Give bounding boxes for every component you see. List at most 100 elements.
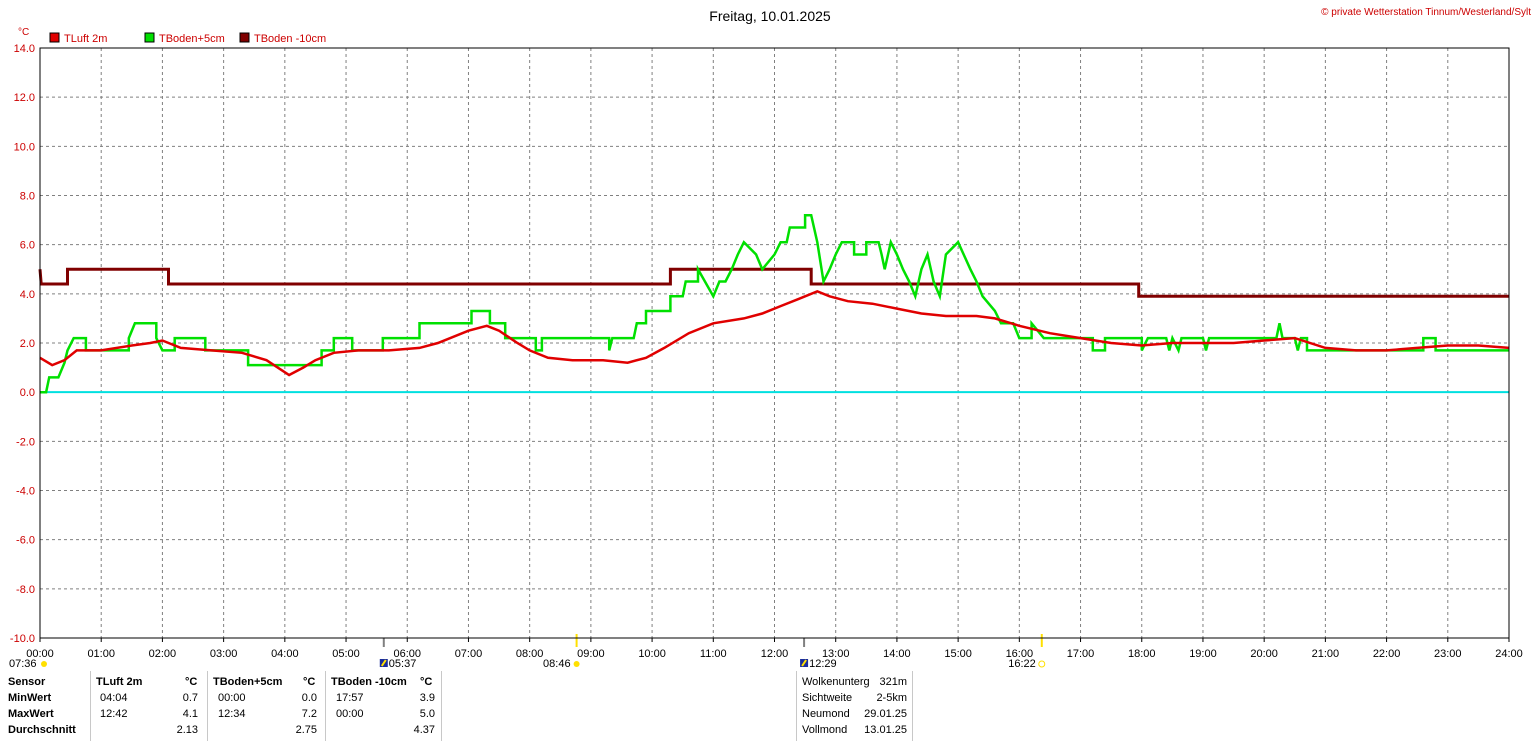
row-label-max: MaxWert [8,708,54,720]
x-tick-label: 22:00 [1373,648,1401,660]
info-value-visibility: 2-5km [876,692,907,704]
x-tick-label: 01:00 [87,648,115,660]
info-value-full-moon: 13.01.25 [864,724,907,736]
temperature-chart: Freitag, 10.01.2025 © private Wetterstat… [9,7,1531,669]
moon-glyph [380,659,387,667]
tboden10-min-value: 3.9 [419,692,435,704]
series-layer [38,213,1510,394]
x-tick-label: 21:00 [1312,648,1340,660]
col-unit-tboden10: °C [420,676,433,688]
info-label-cloud-base: Wolkenunterg [802,676,870,688]
x-tick-label: 10:00 [638,648,666,660]
y-tick-label: 4.0 [20,289,35,301]
tluft-max-value: 4.1 [182,708,198,720]
col-header-tboden5: TBoden+5cm [213,676,283,688]
y-tick-label: -10.0 [10,633,35,645]
divider [325,671,326,741]
x-tick-label: 03:00 [210,648,238,660]
row-label-min: MinWert [8,692,52,704]
x-tick-label: 00:00 [26,648,54,660]
col-header-tboden10: TBoden -10cm [331,676,407,688]
start-time-label: 07:36 [9,658,37,669]
grid [40,48,1509,638]
copyright-label: © private Wetterstation Tinnum/Westerlan… [1321,7,1531,18]
sunrise-time-label: 08:46 [543,658,571,669]
tboden10-min-time: 17:57 [336,692,364,704]
legend-label: TLuft 2m [64,33,107,45]
x-tick-label: 17:00 [1067,648,1095,660]
tluft-min-value: 0.7 [182,692,198,704]
tboden10-max-value: 5.0 [419,708,435,720]
legend-swatch [144,32,155,43]
x-tick-label: 05:00 [332,648,360,660]
x-tick-label: 04:00 [271,648,299,660]
x-tick-label: 12:00 [761,648,789,660]
x-tick-label: 24:00 [1495,648,1523,660]
col-unit-tboden5: °C [303,676,316,688]
x-tick-label: 08:00 [516,648,544,660]
y-tick-label: 0.0 [20,387,35,399]
tluft-avg-value: 2.13 [176,724,198,736]
moonset-time-label: 05:37 [389,658,417,669]
legend: TLuft 2m TBoden+5cm TBoden -10cm [49,32,326,45]
x-tick-label: 06:00 [393,648,421,660]
plot-frame [39,47,1510,639]
x-tick-label: 11:00 [700,648,727,660]
x-tick-label: 09:00 [577,648,605,660]
moon-glyph [801,659,807,667]
sun-icon [1038,660,1046,668]
x-tick-label: 14:00 [883,648,911,660]
info-value-new-moon: 29.01.25 [864,708,907,720]
y-tick-label: 8.0 [20,191,35,203]
divider [796,671,797,741]
x-tick-label: 16:00 [1006,648,1034,660]
y-tick-label: 6.0 [20,240,35,252]
x-tick-label: 15:00 [944,648,972,660]
legend-swatch [239,32,250,43]
tluft-min-time: 04:04 [100,692,128,704]
y-tick-label: -4.0 [16,486,35,498]
sun-icon [573,661,580,667]
x-tick-label: 13:00 [822,648,850,660]
moonrise-time-label: 12:29 [809,658,837,669]
tboden5-max-value: 7.2 [301,708,317,720]
x-tick-label: 07:00 [455,648,483,660]
tboden10-max-time: 00:00 [336,708,364,720]
y-tick-label: -2.0 [16,436,35,448]
x-tick-label: 02:00 [149,648,177,660]
tboden5-avg-value: 2.75 [295,724,317,736]
info-label-full-moon: Vollmond [802,724,848,736]
table-header-sensor: Sensor [8,676,46,688]
tboden5-min-value: 0.0 [301,692,317,704]
col-header-tluft: TLuft 2m [96,676,143,688]
sunset-time-label: 16:22 [1008,658,1036,669]
legend-swatch [49,32,60,43]
y-unit-label: °C [18,27,29,38]
info-label-visibility: Sichtweite [802,692,853,704]
info-label-new-moon: Neumond [802,708,850,720]
info-value-cloud-base: 321m [879,676,907,688]
divider [90,671,91,741]
series-line-tboden-10cm [38,267,1509,298]
legend-label: TBoden -10cm [254,33,326,45]
divider [441,671,442,741]
x-tick-label: 18:00 [1128,648,1156,660]
row-label-avg: Durchschnitt [8,724,76,736]
sun-moon-markers: 07:36 05:37 08:46 12:29 16:22 [9,634,1046,669]
y-tick-label: 14.0 [14,43,35,55]
col-unit-tluft: °C [185,676,198,688]
y-tick-label: 10.0 [14,141,35,153]
divider [207,671,208,741]
statistics-table: Sensor MinWert MaxWert Durchschnitt TLuf… [0,669,1536,741]
sun-icon [41,661,47,667]
tluft-max-time: 12:42 [100,708,128,720]
tboden5-min-time: 00:00 [218,692,246,704]
tboden10-avg-value: 4.37 [413,724,435,736]
y-axis: 14.0 12.0 10.0 8.0 6.0 4.0 2.0 0.0 -2.0 -4.0 -6.0 -… [10,43,35,645]
x-tick-label: 19:00 [1189,648,1217,660]
y-tick-label: 12.0 [14,92,35,104]
y-tick-label: -8.0 [16,584,35,596]
series-line-tluft-2m [39,290,1510,377]
x-tick-label: 20:00 [1250,648,1278,660]
divider [912,671,913,741]
